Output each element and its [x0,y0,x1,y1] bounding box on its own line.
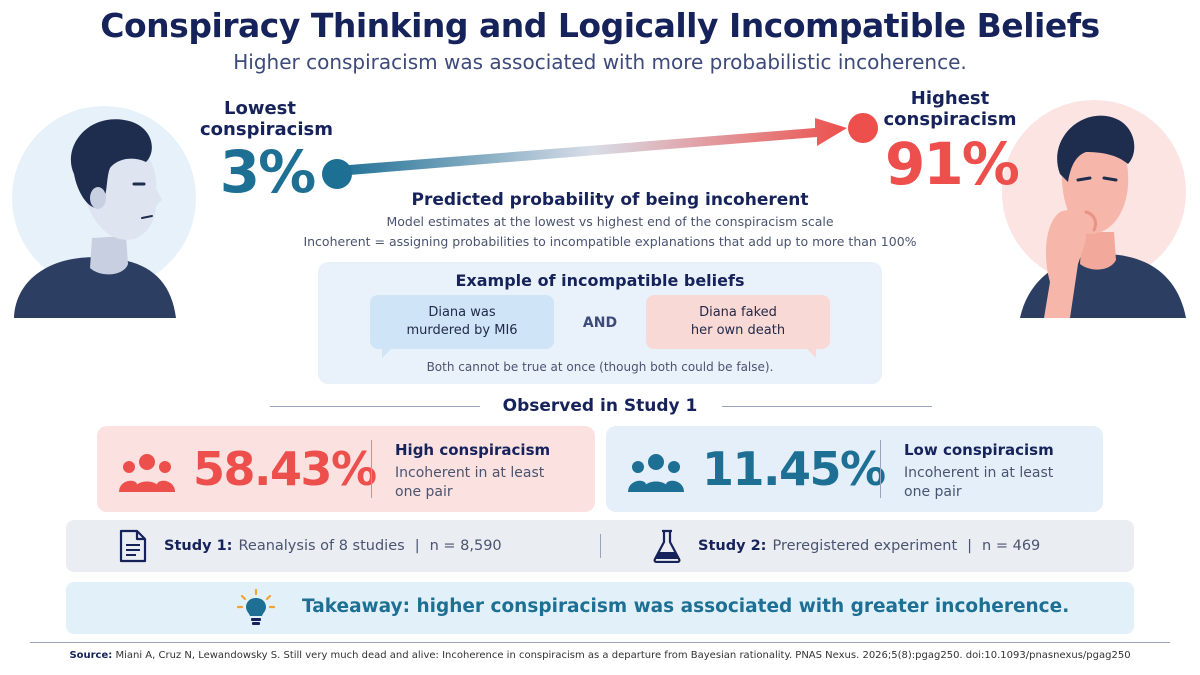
divider-right [722,406,932,407]
lowest-probability-value: 3% [219,138,316,206]
low-conspiracism-label: Low conspiracism [904,441,1054,459]
document-icon [119,529,147,563]
stat-divider [880,440,881,498]
study-1-info: Study 1: Reanalysis of 8 studies | n = 8… [118,520,502,572]
takeaway-text: Takeaway: higher conspiracism was associ… [302,596,1070,617]
high-conspiracism-desc: Incoherent in at least one pair [395,464,585,502]
studies-bar: Study 1: Reanalysis of 8 studies | n = 8… [66,520,1134,572]
page-subtitle: Higher conspiracism was associated with … [233,50,967,74]
highest-probability-value: 91% [885,130,1020,198]
source-text: Miani A, Cruz N, Lewandowsky S. Still ve… [115,650,1131,661]
page-title: Conspiracy Thinking and Logically Incomp… [100,6,1100,45]
divider-left [270,406,480,407]
low-conspiracism-desc: Incoherent in at least one pair [904,464,1094,502]
belief-b-bubble: Diana faked her own death [646,295,830,349]
low-conspiracism-person-illustration [12,106,196,318]
high-conspiracism-stat-card: 58.43% High conspiracism Incoherent in a… [97,426,595,512]
incoherence-definition: Incoherent = assigning probabilities to … [303,234,917,249]
study-2-info: Study 2: Preregistered experiment | n = … [652,520,1040,572]
belief-b-line1: Diana faked [699,305,777,320]
takeaway-banner: Takeaway: higher conspiracism was associ… [66,582,1134,634]
flask-icon [653,529,681,563]
example-note: Both cannot be true at once (though both… [426,360,774,374]
study-1-desc: Reanalysis of 8 studies [238,538,405,554]
study-2-n: n = 469 [982,538,1041,554]
low-conspiracism-value: 11.45% [702,442,886,496]
stat-divider [371,440,372,498]
lightbulb-icon [236,588,276,625]
low-conspiracism-stat-card: 11.45% Low conspiracism Incoherent in at… [606,426,1103,512]
belief-a-bubble-tail [382,346,394,358]
belief-a-bubble: Diana was murdered by MI6 [370,295,554,349]
study-2-separator: | [967,538,973,554]
people-icon [628,454,684,492]
studies-divider [600,534,601,558]
study-1-label: Study 1: [164,538,233,554]
low-desc-line1: Incoherent in at least [904,465,1054,481]
source-citation: Source: Miani A, Cruz N, Lewandowsky S. … [0,650,1200,661]
low-label-line2: conspiracism [200,119,333,140]
belief-a-line2: murdered by MI6 [406,323,518,338]
belief-b-line2: her own death [690,323,786,338]
low-label-line1: Lowest [224,98,296,119]
example-panel: Example of incompatible beliefs Diana wa… [318,262,882,384]
high-conspiracism-value: 58.43% [193,442,377,496]
belief-b-bubble-tail [804,346,816,358]
prediction-subtitle: Model estimates at the lowest vs highest… [386,214,834,229]
high-conspiracism-label: High conspiracism [395,441,551,459]
observed-title: Observed in Study 1 [502,396,698,416]
and-connector: AND [582,315,618,331]
high-conspiracism-person-illustration [1002,100,1186,318]
footer-divider [30,642,1170,643]
study-1-n: n = 8,590 [429,538,502,554]
belief-a-line1: Diana was [428,305,496,320]
lowest-conspiracism-label: Lowest conspiracism [200,98,333,140]
people-icon [119,454,175,492]
low-desc-line2: one pair [904,484,962,500]
study-2-desc: Preregistered experiment [772,538,958,554]
study-1-separator: | [414,538,420,554]
high-label-line1: Highest [910,88,990,109]
high-label-line2: conspiracism [883,109,1017,130]
high-desc-line2: one pair [395,484,453,500]
gradient-arrow-icon [322,113,878,189]
highest-conspiracism-label: Highest conspiracism [880,88,1020,130]
high-desc-line1: Incoherent in at least [395,465,545,481]
prediction-title: Predicted probability of being incoheren… [411,190,809,210]
study-2-label: Study 2: [698,538,767,554]
source-label: Source: [69,650,113,661]
example-title: Example of incompatible beliefs [455,271,745,290]
